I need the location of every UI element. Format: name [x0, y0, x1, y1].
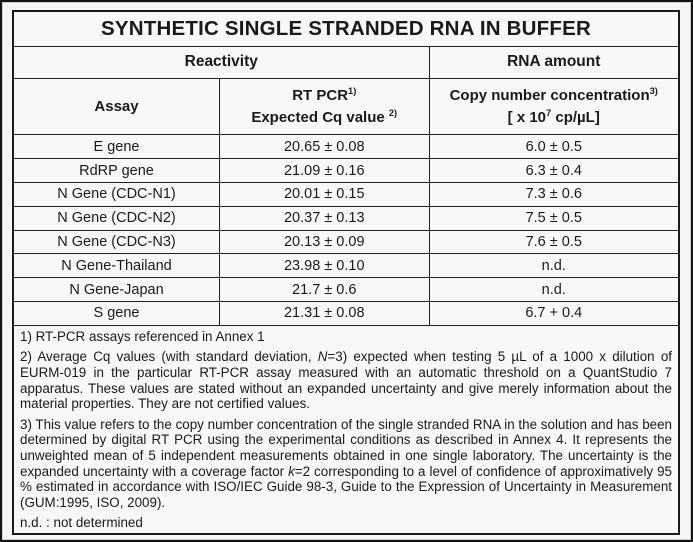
footnote-ref-2: 2): [388, 107, 398, 118]
cq-value-cell: 20.13 ± 0.09: [220, 230, 430, 254]
nd-note: n.d. : not determined: [20, 515, 143, 531]
table-row: N Gene-Thailand 23.98 ± 0.10 n.d.: [14, 254, 678, 279]
unit-label: [ x 107 cp/µL]: [507, 107, 600, 126]
copy-number-cell: 7.5 ± 0.5: [525, 210, 582, 227]
footnotes-section: 1) RT-PCR assays referenced in Annex 1 2…: [14, 326, 678, 533]
footnote-1: 1) RT-PCR assays referenced in Annex 1: [20, 328, 265, 344]
copy-number-cell: n.d.: [541, 281, 566, 298]
copy-number-cell: 7.3 ± 0.6: [525, 186, 582, 203]
assay-cell: N Gene (CDC-N1): [14, 182, 220, 206]
footnote-ref-1: 1): [348, 86, 357, 97]
assay-cell: N Gene (CDC-N3): [14, 230, 220, 254]
table-row: RdRP gene 21.09 ± 0.16 6.3 ± 0.4: [14, 159, 678, 183]
group-header-rna-amount: RNA amount: [507, 53, 601, 71]
assay-cell: N Gene (CDC-N2): [14, 206, 220, 230]
assay-cell: S gene: [14, 302, 220, 325]
group-header-reactivity: Reactivity: [14, 46, 430, 78]
assay-cell: RdRP gene: [14, 159, 220, 182]
group-header-row: Reactivity RNA amount: [14, 46, 678, 79]
assay-cell: E gene: [14, 135, 220, 159]
table-row: S gene 21.31 ± 0.08 6.7 + 0.4: [14, 302, 678, 326]
footnote-ref-3: 3): [649, 86, 658, 97]
table-row: N Gene (CDC-N3) 20.13 ± 0.09 7.6 ± 0.5: [14, 230, 678, 255]
footnote-3: 3) This value refers to the copy number …: [20, 416, 672, 510]
cq-value-cell: 20.01 ± 0.15: [220, 182, 430, 206]
assay-cell: N Gene-Thailand: [14, 254, 220, 278]
copy-number-cell: 6.3 ± 0.4: [525, 162, 582, 179]
expected-cq-label: Expected Cq value 2): [251, 107, 398, 126]
column-header-copy-number: Copy number concentration3) [ x 107 cp/µ…: [430, 79, 679, 135]
rt-pcr-label: RT PCR1): [292, 86, 357, 105]
column-header-row: Assay RT PCR1) Expected Cq value 2) Copy…: [14, 78, 679, 136]
cq-value-cell: 21.31 ± 0.08: [220, 302, 430, 325]
copy-number-cell: 6.7 + 0.4: [525, 305, 583, 322]
table-row: N Gene-Japan 21.7 ± 0.6 n.d.: [14, 278, 678, 303]
copy-number-label: Copy number concentration3): [449, 86, 658, 105]
cq-value-cell: 20.65 ± 0.08: [220, 135, 430, 159]
certificate-table: SYNTHETIC SINGLE STRANDED RNA IN BUFFER …: [12, 10, 680, 535]
copy-number-cell: 7.6 ± 0.5: [525, 234, 582, 251]
footnote-2: 2) Average Cq values (with standard devi…: [20, 349, 672, 412]
table-title: SYNTHETIC SINGLE STRANDED RNA IN BUFFER: [14, 12, 678, 47]
cq-value-cell: 21.09 ± 0.16: [220, 159, 430, 182]
cq-value-cell: 20.37 ± 0.13: [220, 206, 430, 230]
exponent: 7: [546, 107, 552, 118]
copy-number-cell: 6.0 ± 0.5: [525, 138, 582, 155]
column-header-assay: Assay: [14, 78, 220, 135]
table-row: E gene 20.65 ± 0.08 6.0 ± 0.5: [14, 135, 678, 160]
cq-value-cell: 21.7 ± 0.6: [220, 278, 430, 302]
table-row: N Gene (CDC-N1) 20.01 ± 0.15 7.3 ± 0.6: [14, 182, 678, 207]
copy-number-cell: n.d.: [541, 257, 566, 274]
cq-value-cell: 23.98 ± 0.10: [220, 254, 430, 278]
column-header-rt-pcr: RT PCR1) Expected Cq value 2): [220, 78, 430, 135]
table-row: N Gene (CDC-N2) 20.37 ± 0.13 7.5 ± 0.5: [14, 206, 678, 231]
assay-cell: N Gene-Japan: [14, 278, 220, 302]
